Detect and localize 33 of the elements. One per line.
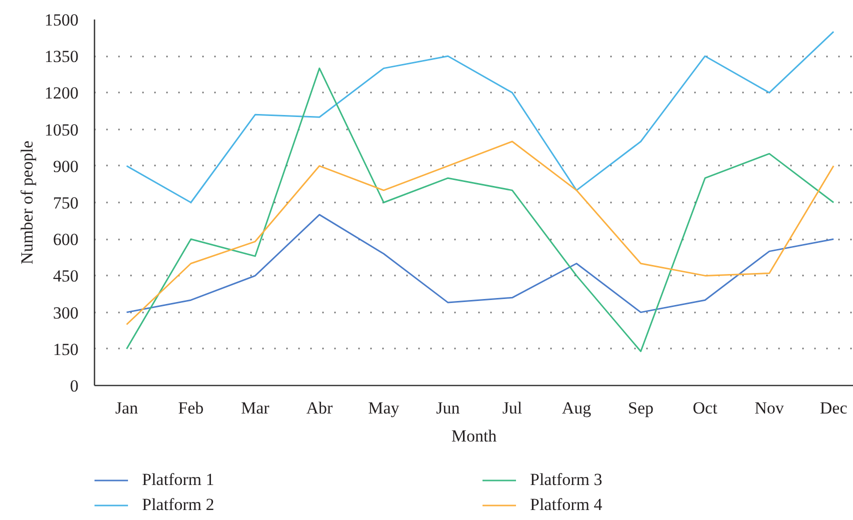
legend-label: Platform 2 bbox=[142, 495, 216, 515]
y-tick-label: 750 bbox=[53, 194, 78, 212]
y-tick-label: 1350 bbox=[44, 47, 78, 66]
x-tick-label: Mar bbox=[241, 398, 270, 418]
legend-label: Platform 4 bbox=[530, 495, 604, 515]
x-axis-title: Month bbox=[451, 426, 498, 446]
y-tick-label: 1050 bbox=[44, 120, 78, 140]
y-tick-label: 450 bbox=[53, 266, 78, 286]
y-tick-label: 1200 bbox=[44, 84, 78, 103]
x-tick-label: Jan bbox=[115, 398, 138, 418]
line-series bbox=[126, 68, 834, 352]
y-tick-label: 300 bbox=[53, 303, 78, 322]
x-tick-label: Feb bbox=[178, 398, 204, 418]
legend-label: Platform 1 bbox=[142, 470, 216, 490]
x-tick-label: Oct bbox=[692, 398, 718, 418]
y-tick-label: 150 bbox=[53, 340, 78, 359]
y-tick-label: 1500 bbox=[44, 10, 78, 30]
x-tick-label: Sep bbox=[628, 398, 654, 418]
y-tick-label: 0 bbox=[70, 376, 78, 396]
y-tick-label: 600 bbox=[53, 230, 78, 250]
y-axis-title: Number of people bbox=[18, 140, 36, 264]
y-tick-label: 900 bbox=[53, 156, 78, 176]
x-tick-label: Jun bbox=[436, 398, 460, 418]
x-tick-label: Dec bbox=[820, 398, 848, 418]
x-tick-label: Abr bbox=[306, 398, 333, 418]
line-series bbox=[126, 140, 834, 326]
line-series bbox=[126, 30, 834, 204]
x-tick-label: May bbox=[368, 398, 400, 418]
x-tick-label: Aug bbox=[562, 398, 592, 418]
legend-label: Platform 3 bbox=[530, 470, 604, 490]
x-tick-label: Jul bbox=[502, 398, 522, 418]
x-tick-label: Nov bbox=[754, 398, 784, 418]
line-series bbox=[126, 214, 834, 314]
